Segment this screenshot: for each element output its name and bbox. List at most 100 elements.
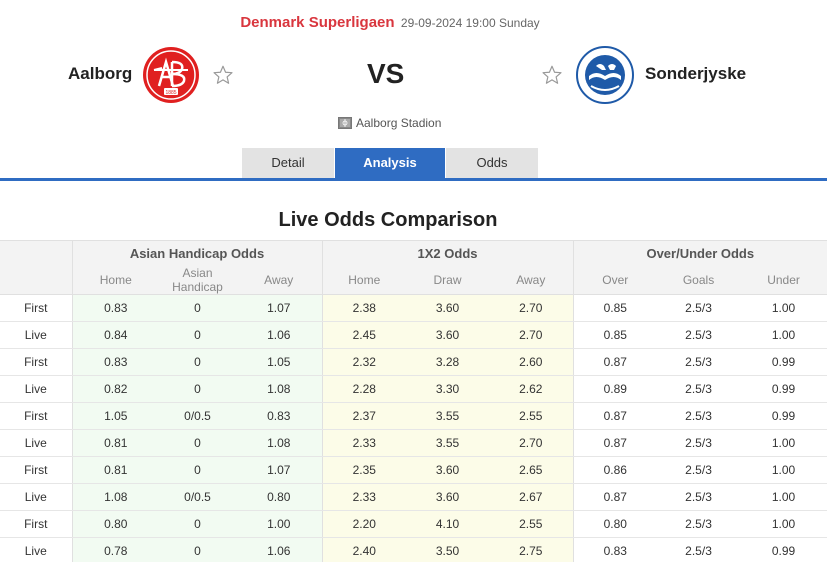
ou-under-odds: 0.99 bbox=[740, 375, 827, 403]
row-type: Live bbox=[0, 375, 72, 403]
group-asian-handicap: Asian Handicap Odds bbox=[71, 240, 322, 266]
x12-draw-odds: 3.28 bbox=[406, 348, 489, 376]
away-team-name[interactable]: Sonderjyske bbox=[645, 64, 747, 83]
col-1x2-draw: Draw bbox=[406, 265, 489, 295]
ah-handicap: 0 bbox=[159, 375, 236, 403]
ou-goals: 2.5/3 bbox=[657, 510, 741, 538]
ah-home-odds: 1.05 bbox=[71, 402, 159, 430]
svg-text:1885: 1885 bbox=[165, 90, 176, 96]
ou-goals: 2.5/3 bbox=[657, 321, 741, 349]
x12-draw-odds: 3.55 bbox=[406, 429, 489, 457]
ah-home-odds: 0.84 bbox=[71, 321, 159, 349]
ah-handicap: 0 bbox=[159, 510, 236, 538]
ou-under-odds: 1.00 bbox=[740, 483, 827, 511]
x12-away-odds: 2.55 bbox=[489, 510, 574, 538]
row-type: First bbox=[0, 294, 72, 322]
type-header bbox=[0, 240, 72, 266]
row-type: Live bbox=[0, 429, 72, 457]
league-name[interactable]: Denmark Superligaen bbox=[240, 14, 395, 31]
venue-name: Aalborg Stadion bbox=[356, 116, 442, 130]
col-1x2-home: Home bbox=[321, 265, 406, 295]
ah-handicap: 0 bbox=[159, 537, 236, 562]
x12-home-odds: 2.33 bbox=[321, 483, 406, 511]
tab-odds[interactable]: Odds bbox=[446, 148, 538, 178]
ou-under-odds: 1.00 bbox=[740, 456, 827, 484]
row-type: First bbox=[0, 402, 72, 430]
table-row: Live 0.82 0 1.08 2.28 3.30 2.62 0.89 2.5… bbox=[0, 375, 827, 403]
ou-goals: 2.5/3 bbox=[657, 375, 741, 403]
ah-away-odds: 1.06 bbox=[236, 321, 322, 349]
table-row: Live 0.84 0 1.06 2.45 3.60 2.70 0.85 2.5… bbox=[0, 321, 827, 349]
col-ou-under: Under bbox=[740, 265, 827, 295]
tab-detail[interactable]: Detail bbox=[242, 148, 334, 178]
table-sub-header: Home Asian Handicap Away Home Draw Away … bbox=[0, 265, 827, 295]
ah-away-odds: 0.80 bbox=[236, 483, 322, 511]
ou-over-odds: 0.87 bbox=[572, 429, 658, 457]
ou-goals: 2.5/3 bbox=[657, 483, 741, 511]
x12-away-odds: 2.75 bbox=[489, 537, 574, 562]
ah-handicap: 0/0.5 bbox=[159, 402, 236, 430]
stadium-icon bbox=[338, 117, 352, 129]
away-team-logo[interactable] bbox=[576, 46, 634, 104]
ah-away-odds: 1.00 bbox=[236, 510, 322, 538]
tab-bar: Detail Analysis Odds bbox=[242, 148, 539, 178]
x12-home-odds: 2.37 bbox=[321, 402, 406, 430]
ah-handicap: 0 bbox=[159, 429, 236, 457]
type-subheader bbox=[0, 265, 72, 295]
x12-draw-odds: 3.60 bbox=[406, 321, 489, 349]
ah-home-odds: 0.78 bbox=[71, 537, 159, 562]
ou-over-odds: 0.87 bbox=[572, 348, 658, 376]
home-team-logo[interactable]: 1885 bbox=[142, 46, 200, 104]
favorite-home-star-icon[interactable] bbox=[212, 64, 234, 86]
x12-away-odds: 2.55 bbox=[489, 402, 574, 430]
vs-label: VS bbox=[367, 58, 405, 89]
col-ah-away: Away bbox=[236, 265, 322, 295]
tab-underline bbox=[0, 178, 827, 181]
row-type: Live bbox=[0, 321, 72, 349]
row-type: First bbox=[0, 510, 72, 538]
home-team-name[interactable]: Aalborg bbox=[68, 64, 133, 83]
x12-home-odds: 2.33 bbox=[321, 429, 406, 457]
x12-draw-odds: 3.60 bbox=[406, 456, 489, 484]
ah-away-odds: 1.07 bbox=[236, 456, 322, 484]
x12-away-odds: 2.65 bbox=[489, 456, 574, 484]
col-ou-over: Over bbox=[572, 265, 658, 295]
ah-away-odds: 1.07 bbox=[236, 294, 322, 322]
ah-home-odds: 1.08 bbox=[71, 483, 159, 511]
x12-home-odds: 2.38 bbox=[321, 294, 406, 322]
x12-draw-odds: 3.50 bbox=[406, 537, 489, 562]
row-type: Live bbox=[0, 537, 72, 562]
x12-home-odds: 2.40 bbox=[321, 537, 406, 562]
x12-away-odds: 2.67 bbox=[489, 483, 574, 511]
ou-goals: 2.5/3 bbox=[657, 348, 741, 376]
ou-over-odds: 0.83 bbox=[572, 537, 658, 562]
table-row: Live 1.08 0/0.5 0.80 2.33 3.60 2.67 0.87… bbox=[0, 483, 827, 511]
ou-goals: 2.5/3 bbox=[657, 429, 741, 457]
ou-over-odds: 0.87 bbox=[572, 402, 658, 430]
ah-away-odds: 1.05 bbox=[236, 348, 322, 376]
table-row: First 0.83 0 1.07 2.38 3.60 2.70 0.85 2.… bbox=[0, 294, 827, 322]
favorite-away-star-icon[interactable] bbox=[541, 64, 563, 86]
ah-away-odds: 1.08 bbox=[236, 429, 322, 457]
col-ou-goals: Goals bbox=[657, 265, 741, 295]
col-1x2-away: Away bbox=[489, 265, 574, 295]
ou-under-odds: 1.00 bbox=[740, 294, 827, 322]
ah-handicap: 0/0.5 bbox=[159, 483, 236, 511]
ah-home-odds: 0.83 bbox=[71, 294, 159, 322]
tab-analysis[interactable]: Analysis bbox=[335, 148, 445, 178]
x12-away-odds: 2.62 bbox=[489, 375, 574, 403]
ah-home-odds: 0.81 bbox=[71, 429, 159, 457]
ou-under-odds: 1.00 bbox=[740, 510, 827, 538]
ou-under-odds: 0.99 bbox=[740, 402, 827, 430]
group-1x2: 1X2 Odds bbox=[321, 240, 574, 266]
ou-over-odds: 0.89 bbox=[572, 375, 658, 403]
ah-home-odds: 0.83 bbox=[71, 348, 159, 376]
ah-away-odds: 0.83 bbox=[236, 402, 322, 430]
table-group-header: Asian Handicap Odds 1X2 Odds Over/Under … bbox=[0, 240, 827, 266]
x12-away-odds: 2.70 bbox=[489, 321, 574, 349]
ah-handicap: 0 bbox=[159, 348, 236, 376]
row-type: Live bbox=[0, 483, 72, 511]
ah-away-odds: 1.06 bbox=[236, 537, 322, 562]
x12-home-odds: 2.32 bbox=[321, 348, 406, 376]
